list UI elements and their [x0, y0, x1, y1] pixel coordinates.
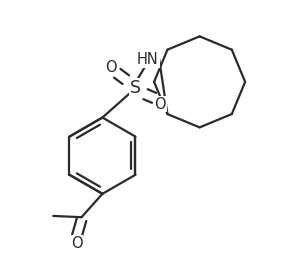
Text: S: S [130, 79, 141, 97]
Text: O: O [71, 236, 82, 251]
Text: O: O [105, 60, 117, 75]
Text: HN: HN [137, 52, 159, 67]
Text: O: O [155, 97, 166, 112]
